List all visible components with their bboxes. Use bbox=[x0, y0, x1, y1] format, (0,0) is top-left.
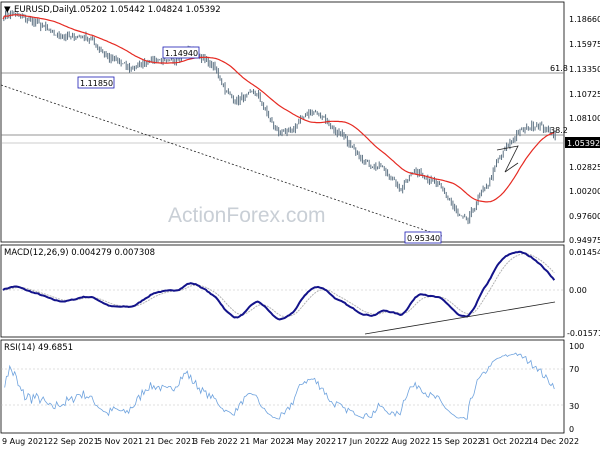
macd-tick: 0.00 bbox=[569, 286, 587, 295]
price-tick: 0.97600 bbox=[569, 212, 600, 221]
price-panel bbox=[0, 1, 565, 243]
macd-tick: -0.015712 bbox=[567, 329, 600, 338]
low-label-2-box bbox=[404, 231, 442, 244]
x-tick: 4 May 2022 bbox=[289, 437, 336, 446]
price-tick: 1.18660 bbox=[569, 15, 600, 24]
ohlc-values: 1.05202 1.05442 1.04824 1.05392 bbox=[72, 5, 221, 15]
x-tick: 31 Oct 2022 bbox=[480, 437, 529, 446]
current-price-tag: 1.05392 bbox=[567, 139, 600, 148]
fib-38-2-label: 38.2 bbox=[550, 126, 568, 135]
rsi-tick: 0 bbox=[569, 425, 574, 434]
rsi-panel bbox=[0, 339, 565, 434]
x-tick: 5 Nov 2021 bbox=[97, 437, 143, 446]
downtrend-line bbox=[0, 84, 443, 237]
price-y-axis: 1.18660 1.15975 1.13350 1.10725 1.08100 … bbox=[565, 15, 600, 245]
price-tick: 1.13350 bbox=[569, 65, 600, 74]
x-tick: 22 Sep 2021 bbox=[48, 437, 99, 446]
price-tick: 0.94975 bbox=[569, 236, 600, 245]
triangle-pattern bbox=[496, 145, 519, 173]
x-tick: 17 Jun 2022 bbox=[337, 437, 385, 446]
high-label-box bbox=[162, 46, 200, 59]
macd-panel bbox=[0, 244, 565, 338]
macd-trendline bbox=[364, 301, 556, 335]
watermark: ActionForex.com bbox=[168, 204, 326, 227]
low-label-1: 1.11850 bbox=[80, 79, 113, 88]
rsi-title: RSI(14) 49.6851 bbox=[4, 343, 73, 353]
macd-title: MACD(12,26,9) 0.004279 0.007308 bbox=[4, 248, 155, 258]
x-tick: 15 Sep 2022 bbox=[432, 437, 483, 446]
x-tick: 21 Mar 2022 bbox=[240, 437, 291, 446]
x-tick: 21 Dec 2021 bbox=[145, 437, 196, 446]
macd-line bbox=[2, 250, 556, 321]
rsi-tick: 30 bbox=[569, 402, 579, 411]
price-tick: 1.02825 bbox=[569, 163, 600, 172]
price-tick: 1.15975 bbox=[569, 40, 600, 49]
x-tick: 2 Aug 2022 bbox=[384, 437, 430, 446]
rsi-tick: 100 bbox=[569, 342, 584, 351]
low-label-1-box bbox=[77, 76, 115, 89]
chevron-down-icon[interactable]: ▼ bbox=[4, 5, 11, 15]
low-label-2: 0.95340 bbox=[407, 234, 440, 243]
high-label: 1.14940 bbox=[165, 49, 198, 58]
rsi-line bbox=[4, 352, 555, 420]
x-tick: 14 Dec 2022 bbox=[528, 437, 579, 446]
symbol-title: EURUSD,Daily bbox=[14, 5, 74, 15]
x-axis: 9 Aug 2021 22 Sep 2021 5 Nov 2021 21 Dec… bbox=[2, 437, 579, 446]
macd-tick: 0.014549 bbox=[569, 248, 600, 257]
price-tick: 1.10725 bbox=[569, 90, 600, 99]
current-price-box bbox=[565, 137, 600, 148]
x-tick: 9 Aug 2021 bbox=[2, 437, 48, 446]
price-tick: 1.08100 bbox=[569, 114, 600, 123]
x-tick: 3 Feb 2022 bbox=[193, 437, 238, 446]
fib-61-8-label: 61.8 bbox=[550, 64, 568, 73]
rsi-tick: 70 bbox=[569, 365, 579, 374]
price-tick: 1.00200 bbox=[569, 187, 600, 196]
moving-average-line bbox=[2, 14, 555, 203]
